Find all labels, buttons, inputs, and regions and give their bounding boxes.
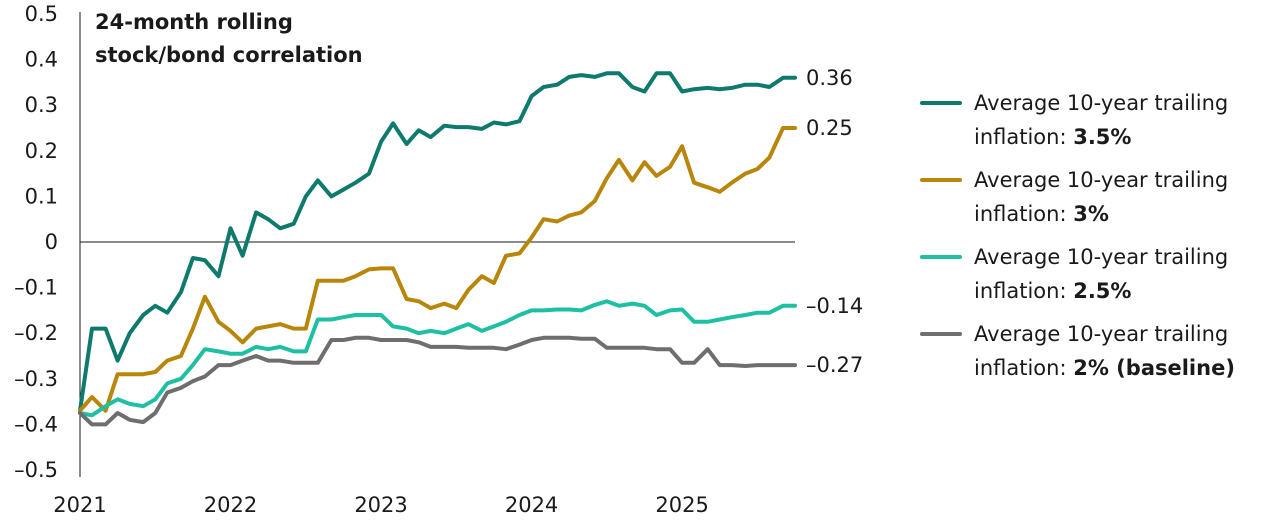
legend-label-line-1: Average 10-year trailing [974,91,1228,115]
y-tick-label: –0.2 [14,321,58,345]
end-value-label: –0.27 [806,353,863,377]
legend-label-line-1: Average 10-year trailing [974,322,1228,346]
y-tick-label: 0.1 [25,184,58,208]
y-tick-label: 0.2 [25,139,58,163]
y-tick-label: 0 [45,230,58,254]
legend-label-line-2: inflation: 2% (baseline) [974,356,1235,380]
y-tick-label: –0.1 [14,276,58,300]
end-value-label: 0.25 [806,116,853,140]
x-tick-label: 2025 [655,493,708,517]
legend-label-line-1: Average 10-year trailing [974,168,1228,192]
y-tick-label: 0.3 [25,93,58,117]
series-line [78,126,797,413]
x-axis-ticks: 2021 2022 2023 2024 2025 [53,493,709,517]
chart-title-line-1: 24-month rolling [95,10,293,34]
legend-bold-value: 2.5% [1073,279,1131,303]
series-line [78,71,797,413]
y-tick-label: –0.5 [14,458,58,482]
y-tick-label: 0.5 [25,2,58,26]
series-lines [78,71,797,427]
legend-bold-value: 2% (baseline) [1073,356,1235,380]
y-tick-label: 0.4 [25,48,58,72]
x-tick-label: 2024 [505,493,558,517]
x-tick-label: 2021 [53,493,106,517]
x-tick-label: 2023 [354,493,407,517]
end-value-label: 0.36 [806,66,853,90]
legend-label-line-2: inflation: 3% [974,202,1109,226]
legend-label-line-1: Average 10-year trailing [974,245,1228,269]
end-labels: 0.36 0.25 –0.14 –0.27 [806,66,863,377]
y-axis-ticks: 0.5 0.4 0.3 0.2 0.1 0 –0.1 –0.2 –0.3 –0.4 –0.5 [14,2,58,482]
series-line [78,335,797,427]
y-tick-label: –0.3 [14,367,58,391]
y-tick-label: –0.4 [14,412,58,436]
end-value-label: –0.14 [806,294,863,318]
series-line [78,299,797,418]
chart-title-line-2: stock/bond correlation [95,43,363,67]
x-tick-label: 2022 [204,493,257,517]
legend-label-line-2: inflation: 3.5% [974,125,1131,149]
legend: Average 10-year trailing inflation: 3.5% A… [920,91,1235,380]
legend-bold-value: 3.5% [1073,125,1131,149]
legend-label-line-2: inflation: 2.5% [974,279,1131,303]
legend-bold-value: 3% [1073,202,1109,226]
